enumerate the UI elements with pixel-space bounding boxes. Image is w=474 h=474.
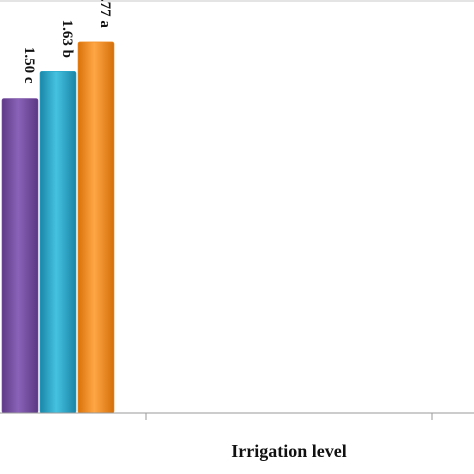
bar bbox=[77, 41, 115, 414]
bar-labels-group: 1.50 c 1.63 b 1.77 a bbox=[21, 0, 113, 84]
bar bbox=[1, 98, 39, 414]
bar bbox=[39, 70, 77, 414]
bar-data-label: 1.77 a bbox=[97, 0, 113, 28]
bar-data-label: 1.63 b bbox=[59, 20, 75, 58]
bar-data-label: 1.50 c bbox=[21, 47, 37, 84]
x-axis-title: Irrigation level bbox=[231, 441, 346, 461]
bars-group bbox=[1, 41, 115, 414]
